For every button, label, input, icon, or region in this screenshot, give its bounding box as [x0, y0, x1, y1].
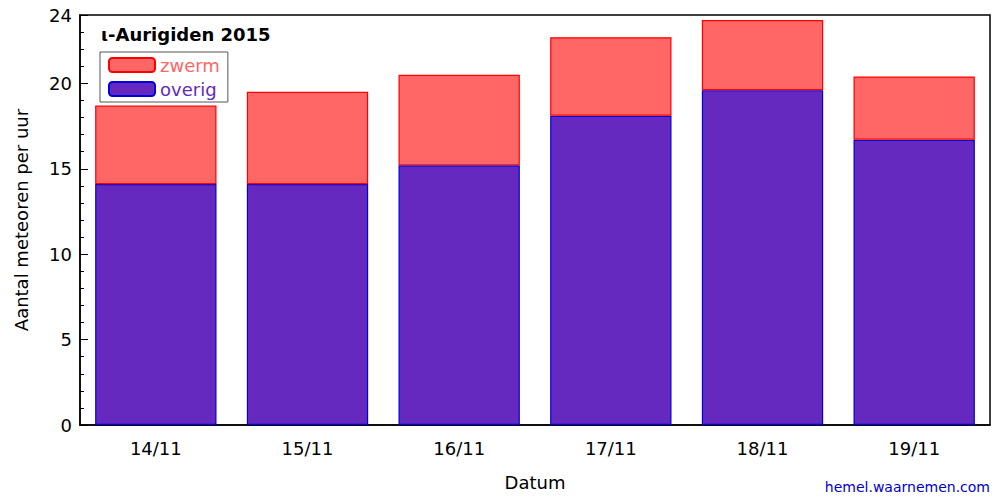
svg-text:16/11: 16/11 — [433, 438, 485, 459]
svg-text:10: 10 — [49, 244, 72, 265]
svg-text:18/11: 18/11 — [737, 438, 789, 459]
svg-text:14/11: 14/11 — [130, 438, 182, 459]
svg-text:15/11: 15/11 — [282, 438, 334, 459]
svg-text:15: 15 — [49, 158, 72, 179]
svg-text:ι-Aurigiden 2015: ι-Aurigiden 2015 — [101, 24, 271, 45]
svg-text:zwerm: zwerm — [160, 55, 220, 76]
svg-text:20: 20 — [49, 73, 72, 94]
svg-text:19/11: 19/11 — [888, 438, 940, 459]
svg-text:0: 0 — [61, 415, 72, 436]
svg-text:5: 5 — [61, 329, 72, 350]
svg-text:17/11: 17/11 — [585, 438, 637, 459]
svg-text:24: 24 — [49, 5, 72, 26]
svg-text:overig: overig — [160, 79, 217, 100]
svg-text:hemel.waarnemen.com: hemel.waarnemen.com — [825, 479, 990, 495]
svg-text:Aantal meteoren per uur: Aantal meteoren per uur — [11, 108, 32, 331]
svg-text:Datum: Datum — [505, 472, 566, 493]
